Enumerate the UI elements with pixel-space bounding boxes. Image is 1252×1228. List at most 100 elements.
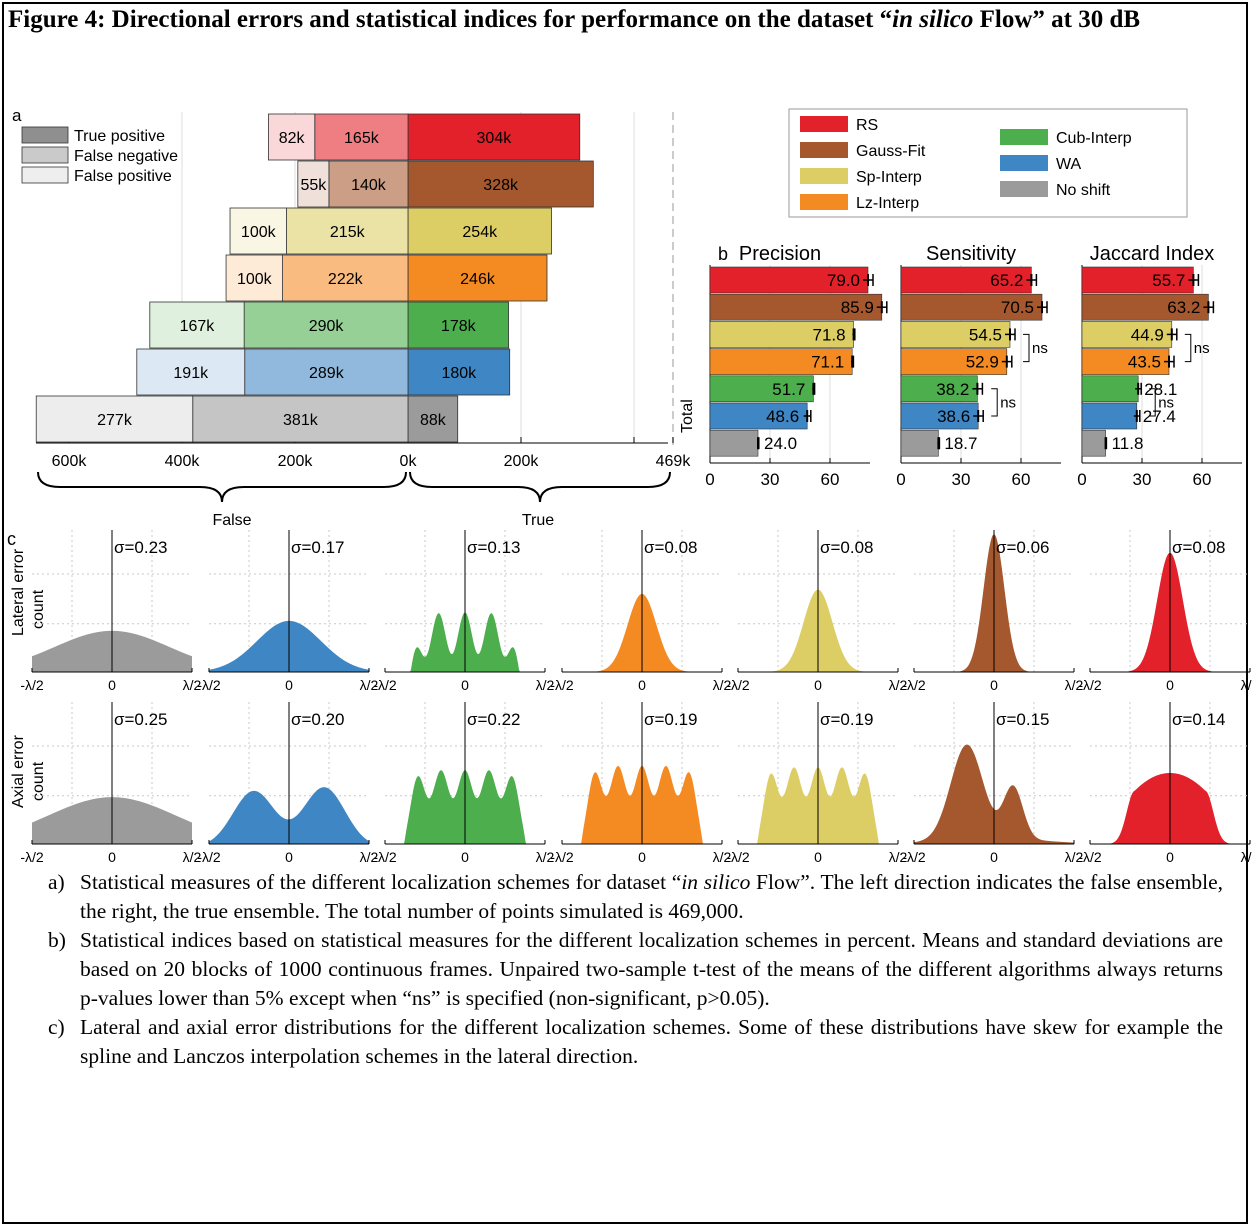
x-tick-label: 400k [165, 453, 201, 470]
subplot-title: Sensitivity [926, 243, 1016, 265]
bar [900, 429, 939, 457]
x-tick-label: -λ/2 [1078, 849, 1102, 865]
ns-bracket [1023, 333, 1030, 363]
x-tick-label: λ/2 [889, 849, 908, 865]
bar-value-label: 18.7 [944, 434, 977, 453]
x-tick-label: λ/2 [360, 849, 379, 865]
sigma-label: σ=0.23 [114, 538, 168, 557]
x-tick-label: λ/2 [536, 677, 555, 693]
bar-label: 289k [309, 365, 345, 382]
bar [900, 375, 978, 403]
subplot-1: Sensitivity 0 30 60 65.2 70.5 54.5 52.9 38.2 38.6… [896, 243, 1061, 489]
sigma-label: σ=0.19 [644, 710, 698, 729]
x-tick-label: 0 [896, 470, 905, 489]
x-tick-label: 60 [1193, 470, 1212, 489]
ns-bracket [1149, 388, 1156, 417]
bar-true-positive [407, 348, 511, 396]
x-tick-label: λ/2 [713, 849, 732, 865]
subplot-title: Precision [739, 243, 821, 265]
sigma-label: σ=0.14 [1172, 710, 1226, 729]
x-tick-label: 0 [638, 677, 646, 693]
bar-false-positive [297, 160, 330, 208]
x-tick-label: λ/2 [536, 849, 555, 865]
legend-swatch [1000, 129, 1048, 145]
bar [1081, 429, 1106, 457]
x-tick-label: 0 [814, 677, 822, 693]
sigma-label: σ=0.20 [291, 710, 345, 729]
sigma-label: σ=0.17 [291, 538, 345, 557]
hist-panel: -λ/2 0 λ/2 σ=0.14 [1078, 702, 1252, 865]
x-tick-label: λ/2 [1065, 677, 1084, 693]
legend-swatch [800, 142, 848, 158]
panel-label-c: c [7, 529, 16, 549]
sigma-label: σ=0.08 [644, 538, 698, 557]
x-tick-label: -λ/2 [902, 677, 926, 693]
bar-label: 277k [97, 412, 133, 429]
bar [1081, 293, 1209, 321]
x-tick-label: 0 [1166, 677, 1174, 693]
ns-bracket [1184, 333, 1192, 363]
bar [1081, 348, 1170, 375]
x-tick-label: 0 [285, 677, 293, 693]
histogram [914, 744, 1074, 844]
sigma-label: σ=0.06 [996, 538, 1050, 557]
x-tick-label: 30 [1133, 470, 1152, 489]
x-tick-label: -λ/2 [550, 849, 574, 865]
bar-value-label: 38.2 [936, 380, 969, 399]
bar-label: 178k [441, 318, 477, 335]
hist-panel: -λ/2 0 λ/2 σ=0.06 [902, 530, 1084, 693]
brace-label-true: True [522, 512, 554, 529]
x-tick-label: 600k [52, 453, 88, 470]
x-tick-label: -λ/2 [20, 849, 44, 865]
hist-panel: -λ/2 0 λ/2 σ=0.19 [726, 702, 908, 865]
bar-value-label: 55.7 [1152, 271, 1185, 290]
histogram [209, 787, 369, 844]
row-label: Lateral error [10, 548, 27, 636]
bar-false-positive [229, 207, 287, 255]
bar-label: 180k [441, 365, 477, 382]
legend-swatch [1000, 181, 1048, 197]
x-tick-label: 0 [108, 677, 116, 693]
bar-value-label: 48.6 [766, 407, 799, 426]
x-tick-label: 0 [285, 849, 293, 865]
legend-label: False negative [74, 148, 178, 165]
x-tick-label: -λ/2 [197, 677, 221, 693]
bar [900, 402, 979, 430]
x-tick-label: 60 [821, 470, 840, 489]
legend-label: False positive [74, 168, 172, 185]
bar-value-label: 54.5 [969, 325, 1002, 344]
x-tick-label: λ/2 [1241, 849, 1252, 865]
bar-label: 167k [180, 318, 216, 335]
bar-true-positive [407, 160, 594, 208]
caption-c: c) Lateral and axial error distributions … [48, 1015, 1223, 1068]
brace-false [37, 471, 407, 503]
hist-panel: -λ/2 0 λ/2 σ=0.20 [197, 702, 379, 865]
bar-label: 215k [330, 224, 366, 241]
legend-label: Lz-Interp [856, 195, 919, 212]
legend-label: WA [1056, 156, 1082, 173]
hist-panel: -λ/2 0 λ/2 σ=0.17 [197, 530, 379, 693]
hist-panel: -λ/2 0 λ/2 σ=0.25 [20, 702, 202, 865]
x-tick-label: 30 [761, 470, 780, 489]
x-tick-label: -λ/2 [726, 677, 750, 693]
panel-label-a: a [12, 106, 22, 125]
legend-swatch [21, 166, 69, 184]
bar-value-label: 27.4 [1143, 407, 1176, 426]
bar-false-negative [243, 301, 409, 349]
bar-label: 88k [420, 412, 447, 429]
bar-value-label: 70.5 [1001, 298, 1034, 317]
bar-false-negative [282, 254, 409, 302]
x-tick-label: 0 [638, 849, 646, 865]
ns-bracket [991, 388, 998, 417]
x-tick-label: 0 [814, 849, 822, 865]
bar-label: 304k [477, 130, 513, 147]
bar-true-positive [407, 301, 509, 349]
y-axis-label: Total [679, 399, 696, 433]
x-tick-label: λ/2 [360, 677, 379, 693]
bar-false-positive [149, 301, 245, 349]
x-tick-label: 200k [504, 453, 540, 470]
legend-swatch [800, 194, 848, 210]
x-tick-label: λ/2 [1241, 677, 1252, 693]
